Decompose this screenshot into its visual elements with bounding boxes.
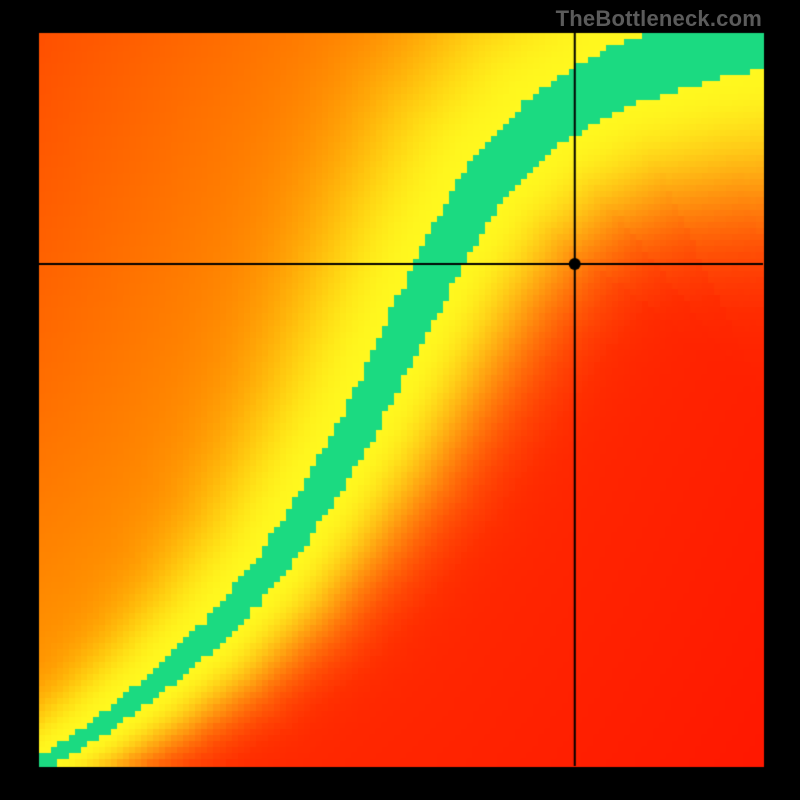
chart-container: TheBottleneck.com [0,0,800,800]
bottleneck-heatmap [0,0,800,800]
